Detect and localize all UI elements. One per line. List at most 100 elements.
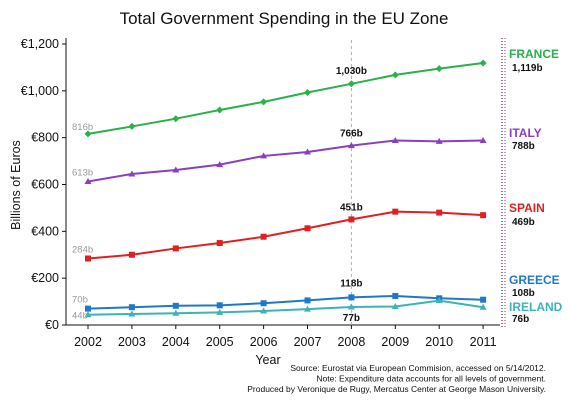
- data-point: [172, 245, 179, 252]
- series-line: [87, 210, 484, 260]
- x-axis-label: Year: [255, 353, 280, 367]
- data-point: [391, 136, 399, 143]
- source-note-line: Note: Expenditure data accounts for all …: [316, 374, 546, 384]
- data-point: [172, 115, 180, 123]
- country-label: ITALY: [509, 126, 542, 140]
- data-point: [304, 297, 311, 304]
- data-point: [85, 255, 91, 262]
- data-point: [304, 88, 311, 96]
- data-point: [85, 305, 91, 312]
- x-tick-label: 2009: [381, 335, 409, 349]
- data-point: [260, 98, 268, 106]
- country-label: FRANCE: [509, 47, 559, 61]
- data-point: [348, 294, 355, 301]
- mid-value-label: 1,030b: [336, 66, 367, 77]
- country-label: SPAIN: [509, 201, 545, 215]
- data-point: [392, 208, 399, 215]
- data-point: [480, 212, 487, 219]
- data-point: [304, 148, 311, 155]
- data-point: [216, 308, 224, 315]
- end-value-label: 1,119b: [512, 63, 543, 74]
- data-point: [479, 136, 487, 143]
- source-notes: Source: Eurostat via European Commision,…: [247, 363, 546, 394]
- data-point: [172, 309, 180, 316]
- country-label: IRELAND: [509, 300, 563, 314]
- data-point: [392, 292, 399, 299]
- start-value-label: 816b: [72, 122, 93, 133]
- x-tick-label: 2007: [294, 335, 322, 349]
- data-point: [260, 233, 267, 240]
- mid-value-label: 766b: [340, 129, 363, 140]
- data-point: [304, 225, 311, 232]
- series-italy: [84, 136, 487, 184]
- mid-value-label: 451b: [340, 202, 363, 213]
- data-point: [480, 296, 487, 303]
- data-point: [216, 106, 224, 114]
- y-tick-label: €800: [31, 131, 59, 145]
- data-point: [436, 209, 443, 216]
- series-line: [87, 139, 484, 183]
- data-point: [391, 303, 399, 310]
- data-point: [172, 302, 179, 309]
- y-tick-label: €600: [31, 178, 59, 192]
- series-france: [84, 59, 487, 138]
- x-tick-label: 2006: [250, 335, 278, 349]
- data-point: [84, 130, 92, 138]
- data-point: [84, 311, 92, 318]
- y-tick-label: €200: [31, 271, 59, 285]
- start-value-label: 44b: [72, 311, 88, 322]
- start-value-label: 70b: [72, 295, 88, 306]
- data-point: [347, 80, 355, 88]
- data-point: [348, 216, 355, 223]
- x-tick-label: 2004: [162, 335, 190, 349]
- data-point: [128, 122, 136, 130]
- x-tick-label: 2003: [118, 335, 146, 349]
- mid-value-label: 77b: [343, 313, 360, 324]
- x-tick-label: 2005: [206, 335, 234, 349]
- data-point: [391, 71, 399, 79]
- data-point: [172, 166, 180, 173]
- y-tick-label: €1,000: [21, 84, 59, 98]
- data-point: [216, 302, 223, 309]
- data-point: [435, 65, 443, 73]
- reference-lines: [350, 38, 506, 327]
- data-point: [435, 137, 443, 144]
- series-line: [87, 61, 484, 135]
- data-point: [128, 310, 136, 317]
- end-value-label: 788b: [512, 141, 535, 152]
- y-axis-label: Billions of Euros: [9, 140, 23, 230]
- data-point: [128, 170, 136, 177]
- x-tick-label: 2002: [74, 335, 102, 349]
- data-point: [479, 59, 487, 67]
- y-tick-label: €0: [45, 318, 59, 332]
- series-line: [87, 294, 484, 310]
- data-point: [435, 297, 443, 304]
- x-tick-label: 2010: [425, 335, 453, 349]
- x-tick-label: 2008: [337, 335, 365, 349]
- end-value-label: 76b: [512, 314, 529, 325]
- data-point: [260, 307, 268, 314]
- data-point: [216, 161, 224, 168]
- data-point: [84, 177, 92, 184]
- source-note-line: Produced by Veronique de Rugy, Mercatus …: [247, 384, 546, 394]
- series-spain: [85, 208, 487, 262]
- series-line: [87, 299, 484, 316]
- data-point: [347, 142, 355, 149]
- x-tick-label: 2011: [470, 335, 497, 349]
- mid-value-label: 118b: [340, 278, 362, 289]
- country-label: GREECE: [509, 273, 560, 287]
- start-value-label: 613b: [72, 167, 93, 178]
- data-point: [479, 303, 487, 310]
- start-value-label: 284b: [72, 244, 93, 255]
- data-point: [128, 304, 135, 311]
- data-point: [304, 305, 311, 312]
- y-tick-label: €400: [31, 224, 59, 238]
- chart-title: Total Government Spending in the EU Zone: [120, 9, 449, 28]
- source-note-line: Source: Eurostat via European Commision,…: [290, 363, 546, 373]
- series-ireland: [84, 297, 487, 318]
- data-point: [347, 303, 355, 310]
- end-value-label: 108b: [512, 288, 535, 299]
- data-point: [128, 251, 135, 258]
